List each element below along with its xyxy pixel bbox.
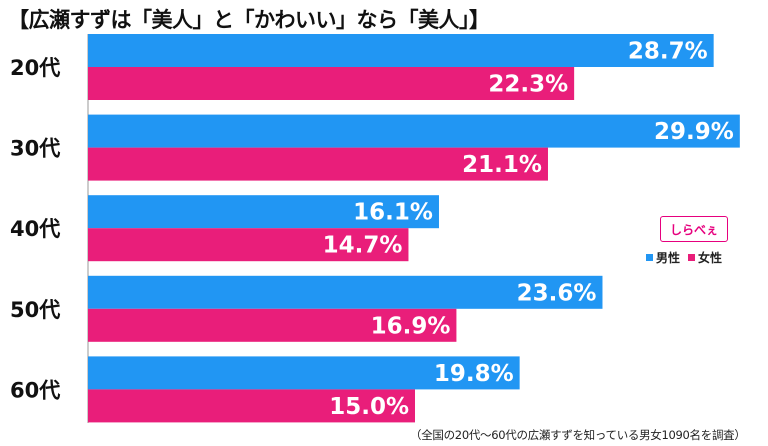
category-label: 40代 bbox=[10, 217, 60, 241]
bar-male bbox=[88, 195, 439, 229]
chart-title: 【広瀬すずは「美人」と「かわいい」なら「美人」】 bbox=[8, 8, 490, 32]
data-label: 19.8% bbox=[434, 361, 514, 387]
bar-female bbox=[88, 228, 409, 262]
data-label: 28.7% bbox=[628, 39, 708, 65]
legend: 男性 女性 bbox=[646, 249, 722, 266]
logo-text: しらべぇ bbox=[669, 222, 718, 237]
footnote: （全国の20代〜60代の広瀬すずを知っている男女1090名を調査） bbox=[410, 428, 746, 442]
data-label: 21.1% bbox=[462, 152, 542, 178]
legend-label-female: 女性 bbox=[698, 251, 723, 265]
bar-female bbox=[88, 67, 575, 100]
legend-label-male: 男性 bbox=[656, 251, 681, 265]
category-label: 30代 bbox=[10, 137, 60, 161]
bar-female bbox=[88, 308, 457, 342]
data-label: 15.0% bbox=[329, 394, 409, 420]
bar-male bbox=[88, 356, 520, 390]
legend-item-female: 女性 bbox=[688, 249, 722, 266]
data-label: 22.3% bbox=[488, 72, 568, 98]
category-label: 50代 bbox=[10, 298, 60, 322]
legend-swatch-male bbox=[646, 254, 653, 261]
legend-item-male: 男性 bbox=[646, 249, 680, 266]
bar-female bbox=[88, 389, 415, 423]
bar-male bbox=[88, 275, 603, 309]
data-label: 14.7% bbox=[323, 233, 403, 259]
data-label: 16.9% bbox=[371, 313, 451, 339]
category-label: 60代 bbox=[10, 378, 60, 402]
data-label: 29.9% bbox=[654, 119, 734, 145]
category-label: 20代 bbox=[10, 56, 60, 80]
data-label: 23.6% bbox=[517, 280, 597, 306]
shirabee-logo: しらべぇ bbox=[660, 216, 728, 242]
bar-male bbox=[88, 34, 714, 67]
bar-female bbox=[88, 147, 548, 181]
bar-male bbox=[88, 114, 740, 148]
data-label: 16.1% bbox=[353, 200, 433, 226]
legend-swatch-female bbox=[688, 254, 696, 261]
